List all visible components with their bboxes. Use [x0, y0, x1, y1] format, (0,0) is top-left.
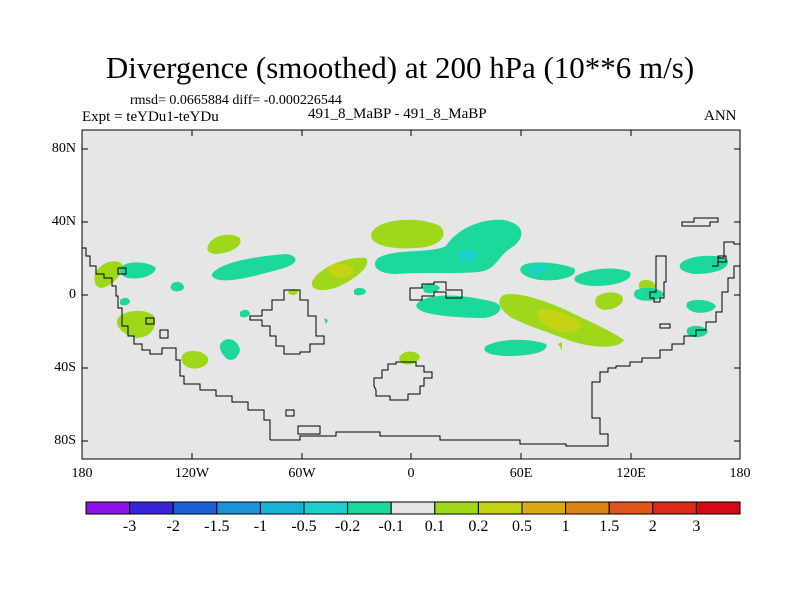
outline-island-a	[117, 267, 127, 275]
colorbar-label: -0.1	[378, 518, 404, 535]
blob-neg-11	[686, 325, 708, 338]
strong-negative-cores	[458, 249, 546, 274]
lon-label-60w: 60W	[288, 466, 316, 481]
page-title: Divergence (smoothed) at 200 hPa (10**6 …	[105, 50, 695, 85]
colorbar-cell	[608, 501, 654, 515]
blob-neg-10	[686, 299, 716, 313]
lon-label-180w: 180	[71, 466, 93, 481]
blob-neg-6	[120, 262, 156, 279]
map-background	[82, 130, 740, 459]
stats-line: rmsd= 0.0665884 diff= -0.000226544	[130, 93, 342, 108]
colorbar-cell	[565, 501, 610, 515]
blob-neg-8	[484, 339, 547, 356]
blob-neg-2	[211, 254, 296, 281]
blob-pos-7	[595, 292, 623, 310]
blob-neg-4	[574, 268, 631, 286]
lat-label-80n: 80N	[51, 141, 76, 156]
outline-north-east	[712, 241, 740, 267]
blob-pos-6	[181, 350, 209, 369]
outline-asia-east	[649, 255, 667, 303]
experiment-label: Expt = teYDu1-teYDu	[82, 109, 219, 125]
blob-neg-17	[324, 318, 328, 324]
lat-label-40n: 40N	[51, 214, 76, 229]
colorbar-label: -1	[253, 518, 268, 535]
blob-neg-13	[170, 281, 184, 292]
colorbar-label: 1.5	[599, 518, 620, 535]
land-outlines	[82, 217, 740, 447]
blob-pos-1	[371, 219, 444, 249]
colorbar-label: -1.5	[204, 518, 230, 535]
lat-label-eq: 0	[69, 287, 76, 302]
colorbar-label: 2	[648, 518, 657, 535]
lon-label-120w: 120W	[174, 466, 210, 481]
colorbar-cell	[652, 501, 697, 515]
blob-neg-5	[679, 255, 729, 274]
outline-antarctic-peninsula	[373, 361, 433, 401]
colorbar-label: -3	[122, 518, 137, 535]
outline-antarctica	[270, 265, 740, 447]
colorbar-cell	[259, 501, 305, 515]
outline-island-d	[285, 409, 295, 417]
colorbar-cell	[434, 501, 479, 515]
lon-label-0: 0	[407, 466, 415, 481]
colorbar-label: 0.2	[468, 518, 489, 535]
lon-label-180e: 180	[729, 466, 751, 481]
colorbar-cell	[172, 501, 218, 515]
blob-neg-14	[240, 309, 250, 318]
blob-pos-11	[537, 308, 581, 332]
blob-neg-core-1	[458, 249, 478, 262]
cases-label: 491_8_MaBP - 491_8_MaBP	[308, 106, 487, 122]
blob-pos-4	[94, 261, 123, 288]
blob-neg-12	[219, 339, 240, 360]
colorbar-label: 3	[692, 518, 701, 535]
outline-north-pacific	[681, 217, 719, 227]
lon-label-60e: 60E	[509, 466, 533, 481]
outline-africa	[409, 281, 463, 301]
outline-americas	[82, 247, 271, 440]
colorbar-label: 0.1	[424, 518, 445, 535]
colorbar-cell	[347, 501, 392, 515]
blob-neg-7	[416, 295, 501, 318]
colorbar-cell	[129, 501, 174, 515]
blob-neg-16	[422, 283, 440, 294]
outline-island-b	[145, 317, 155, 325]
outline-island-g	[659, 323, 671, 329]
blob-pos-8	[399, 351, 420, 365]
negative-anomalies	[120, 219, 729, 360]
colorbar-label: -0.5	[291, 518, 317, 535]
colorbar-cell	[521, 501, 567, 515]
season-label: ANN	[704, 108, 737, 124]
colorbar-label: 1	[561, 518, 570, 535]
blob-pos-2	[207, 234, 241, 254]
colorbar-cell	[85, 501, 131, 515]
blob-neg-1	[374, 219, 522, 274]
blob-neg-15	[354, 287, 366, 296]
colorbar	[85, 501, 741, 515]
colorbar-cell	[695, 501, 741, 515]
colorbar-label: -0.2	[334, 518, 361, 535]
lon-label-120e: 120E	[616, 466, 646, 481]
outline-island-c	[159, 329, 169, 339]
colorbar-cell	[477, 501, 523, 515]
colorbar-cell	[390, 501, 436, 515]
outline-south-america	[249, 289, 325, 355]
outline-island-e	[297, 425, 321, 435]
blob-pos-14	[558, 342, 562, 350]
colorbar-cell	[303, 501, 349, 515]
blob-pos-12	[328, 263, 354, 278]
outline-island-f	[717, 255, 727, 263]
colorbar-label: -2	[166, 518, 180, 535]
axis-ticks	[82, 130, 740, 459]
colorbar-label: 0.5	[512, 518, 532, 535]
colorbar-cell	[216, 501, 261, 515]
blob-neg-18	[120, 297, 130, 306]
blob-neg-core-2	[530, 265, 546, 274]
lat-label-80s: 80S	[54, 433, 76, 448]
positive-anomalies	[94, 219, 656, 369]
lat-label-40s: 40S	[54, 360, 76, 375]
